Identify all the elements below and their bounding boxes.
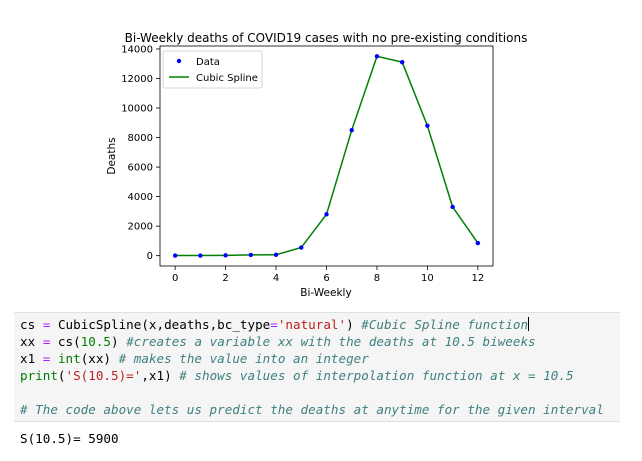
legend-data-label: Data: [196, 57, 220, 68]
data-point: [248, 252, 254, 258]
code-token: ): [346, 317, 362, 332]
data-point: [198, 253, 203, 258]
code-token: [50, 351, 58, 366]
code-token: ): [111, 334, 127, 349]
data-point: [324, 212, 329, 217]
code-token: # The code above lets us predict the dea…: [20, 402, 604, 417]
code-line: # The code above lets us predict the dea…: [20, 401, 604, 418]
code-token: =: [270, 317, 278, 332]
data-point: [349, 127, 354, 133]
code-line: xx = cs(10.5) #creates a variable xx wit…: [20, 333, 536, 350]
series-layer: [172, 54, 481, 258]
code-cell[interactable]: cs = CubicSpline(x,deaths,bc_type='natur…: [14, 312, 620, 422]
x-axis-label: Bi-Weekly: [300, 287, 351, 299]
data-point: [475, 240, 481, 246]
y-axis-ticks: 0 2000 4000 6000 8000 10000 12000 14000: [121, 44, 160, 262]
data-point: [374, 54, 380, 59]
code-token: xx: [20, 334, 43, 349]
code-token: # shows values of interpolation function…: [179, 368, 574, 383]
code-token: (xx): [80, 351, 119, 366]
code-token: =: [42, 317, 51, 332]
code-token: [35, 317, 43, 332]
code-line: x1 = int(xx) # makes the value into an i…: [20, 350, 369, 367]
data-point: [273, 252, 279, 257]
y-tick-label: 8000: [128, 133, 153, 144]
code-line: cs = CubicSpline(x,deaths,bc_type='natur…: [20, 316, 530, 333]
data-point: [223, 253, 228, 258]
x-tick-label: 10: [421, 273, 434, 284]
y-axis-label: Deaths: [106, 137, 118, 174]
chart-title: Bi-Weekly deaths of COVID19 cases with n…: [125, 31, 528, 45]
code-token: int: [57, 351, 81, 366]
data-point: [399, 60, 405, 65]
data-point: [299, 245, 304, 250]
code-token: cs: [20, 317, 36, 332]
deaths-chart: Bi-Weekly deaths of COVID19 cases with n…: [106, 31, 528, 299]
y-tick-label: 6000: [128, 163, 153, 174]
code-token: =: [42, 334, 51, 349]
legend-data-marker: [176, 58, 182, 64]
code-token: 'natural': [277, 317, 347, 332]
legend-box: [162, 50, 263, 89]
code-token: x1: [20, 351, 43, 366]
code-token: cs(: [50, 334, 81, 349]
x-tick-label: 6: [323, 273, 329, 284]
text-cursor: [528, 317, 530, 331]
code-token: =: [42, 351, 51, 366]
y-tick-label: 10000: [121, 104, 153, 115]
data-point: [172, 253, 178, 258]
x-tick-label: 4: [273, 273, 279, 284]
x-tick-label: 0: [172, 273, 178, 284]
data-point: [425, 123, 430, 128]
code-token: #Cubic Spline function: [361, 317, 529, 332]
y-tick-label: 4000: [128, 192, 153, 203]
y-tick-label: 2000: [128, 222, 153, 233]
code-token: CubicSpline(x,deaths,bc_type: [50, 317, 271, 332]
y-tick-label: 14000: [121, 44, 153, 55]
code-token: (: [57, 368, 66, 383]
y-tick-label: 0: [147, 251, 153, 262]
cell-output: S(10.5)= 5900: [20, 431, 119, 446]
code-token: ,x1): [141, 368, 180, 383]
code-token: #creates a variable xx with the deaths a…: [126, 334, 536, 349]
code-token: print: [20, 368, 58, 383]
legend-spline-label: Cubic Spline: [196, 73, 258, 84]
legend: Data Cubic Spline: [162, 50, 263, 89]
code-token: 'S(10.5)=': [65, 368, 142, 383]
y-tick-label: 12000: [121, 74, 153, 85]
code-token: 10.5: [80, 334, 112, 349]
data-point: [450, 204, 455, 210]
code-line: print('S(10.5)=',x1) # shows values of i…: [20, 367, 574, 384]
x-tick-label: 2: [222, 273, 228, 284]
x-tick-label: 12: [471, 273, 484, 284]
code-token: # makes the value into an integer: [118, 351, 369, 366]
x-axis-ticks: 0 2 4 6 8 10 12: [172, 266, 484, 284]
x-tick-label: 8: [374, 273, 380, 284]
